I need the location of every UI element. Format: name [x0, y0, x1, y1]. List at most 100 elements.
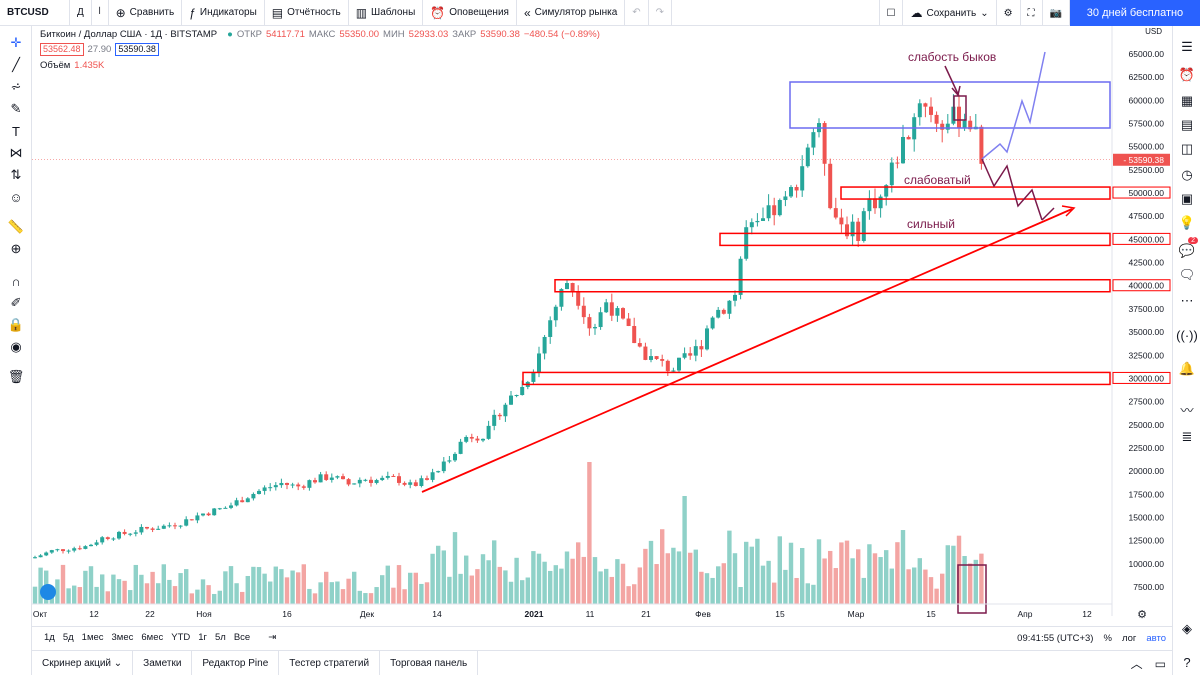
range-0[interactable]: 1д [44, 632, 55, 643]
pattern-icon[interactable]: ⋈ [9, 145, 23, 160]
panel-tab-3[interactable]: Тестер стратегий [279, 650, 381, 675]
candle-body [811, 132, 816, 148]
candle-body [341, 476, 345, 480]
alerts-badge: 2 [1188, 237, 1198, 244]
eye-icon[interactable]: ◉ [10, 339, 22, 354]
panel-tab-2[interactable]: Редактор Pine [192, 650, 280, 675]
bell-icon[interactable]: 🔔 [1178, 361, 1196, 376]
fullscreen-icon: ⛶ [1027, 7, 1035, 19]
templates-button[interactable]: ▥ Шаблоны [349, 0, 424, 26]
alarm-icon[interactable]: ⏰ [1178, 67, 1196, 82]
trend-line-icon[interactable]: ╱ [12, 57, 20, 72]
panel-tab-0[interactable]: Скринер акций ⌄ [32, 650, 134, 675]
range-8[interactable]: Все [233, 632, 251, 643]
range-6[interactable]: 1г [198, 632, 207, 643]
panel-tab-4[interactable]: Торговая панель [380, 650, 479, 675]
camera-icon: 📷 [1049, 7, 1062, 19]
range-1[interactable]: 5д [62, 632, 74, 643]
undo-button[interactable]: ↶ [625, 0, 649, 26]
brush-icon[interactable]: ✎ [10, 101, 22, 116]
prediction-icon[interactable]: ⇅ [10, 167, 22, 182]
volume-highlight-box [957, 564, 987, 614]
interval-button[interactable]: Д [70, 0, 92, 26]
percent-toggle[interactable]: % [1103, 632, 1112, 644]
text-icon[interactable]: T [12, 123, 20, 139]
volume-bar [912, 567, 917, 604]
trial-button[interactable]: 30 дней бесплатно [1070, 0, 1200, 26]
symbol-title[interactable]: Биткоин / Доллар США · 1Д · BITSTAMP [40, 29, 218, 40]
crosshair-icon[interactable]: ✛ [10, 35, 22, 50]
volume-bar [525, 577, 530, 604]
range-4[interactable]: 6мес [141, 632, 164, 643]
data-window-icon[interactable]: ▦ [1180, 93, 1194, 108]
candle-body [380, 477, 385, 481]
clock-icon[interactable]: ◷ [1181, 167, 1193, 182]
clock-time[interactable]: 09:41:55 (UTC+3) [1017, 632, 1094, 644]
fib-icon[interactable]: ⩫ [10, 79, 22, 94]
candle-body [77, 548, 82, 550]
trash-icon[interactable]: 🗑 [7, 369, 25, 384]
layout-button[interactable]: ☐ [878, 0, 904, 26]
save-button[interactable]: ☁ Сохранить ⌄ [903, 0, 997, 26]
volume-bar [615, 559, 620, 604]
help-icon[interactable]: ? [1183, 654, 1191, 670]
volume-bar [419, 583, 424, 604]
auto-toggle[interactable]: авто [1146, 632, 1166, 644]
volume-bar [94, 586, 99, 604]
snapshot-button[interactable]: 📷 [1043, 0, 1070, 26]
candle-body [307, 480, 312, 488]
pulse-icon[interactable]: 〰 [1180, 402, 1194, 418]
compare-button[interactable]: ⊕ Сравнить [109, 0, 183, 26]
settings-button[interactable]: ⚙ [997, 0, 1021, 26]
candle-body [173, 525, 177, 527]
price-tick-label: 20000.00 [1129, 466, 1165, 476]
watchlist-icon[interactable]: ☰ [1181, 39, 1193, 54]
lock-icon[interactable]: 🔒 [7, 317, 25, 332]
volume-bar [833, 568, 838, 604]
alerts-button[interactable]: ⏰ Оповещения [423, 0, 517, 26]
messages-icon[interactable]: 🗨 [1178, 267, 1196, 282]
volume-bar [839, 542, 844, 604]
ask-price[interactable]: 53590.38 [115, 43, 159, 56]
redo-button[interactable]: ↷ [649, 0, 673, 26]
layers-icon[interactable]: ≣ [1181, 429, 1193, 444]
price-chart[interactable]: слабость быков слабоватый сильный 7500.00 1… [32, 26, 1172, 626]
financials-button[interactable]: ▤ Отчётность [265, 0, 349, 26]
symbol-search[interactable]: BTCUSD [0, 0, 70, 26]
fullscreen-button[interactable]: ⛶ [1021, 0, 1043, 26]
date-range-icon[interactable]: ⇥ [268, 632, 277, 643]
volume-bar [850, 558, 855, 604]
magnet-icon[interactable]: ∩ [11, 273, 21, 289]
grid-icon[interactable]: ▣ [1180, 191, 1194, 206]
chat-icon[interactable]: 💬 2 [1173, 237, 1200, 262]
ideas-icon[interactable]: 💡 [1178, 215, 1196, 230]
panel-tab-1[interactable]: Заметки [133, 650, 193, 675]
candle-body [576, 292, 581, 306]
minimize-panel-icon[interactable]: ▭ [1154, 656, 1166, 671]
level-label-box [1112, 279, 1171, 292]
bearish-projection-tail [1041, 207, 1055, 221]
hotlists-icon[interactable]: ⋯ [1180, 293, 1194, 308]
range-7[interactable]: 5л [214, 632, 226, 643]
maximize-panel-icon[interactable]: ︿ [1130, 657, 1143, 671]
range-2[interactable]: 1мес [81, 632, 104, 643]
candle-body [861, 211, 866, 241]
replay-button[interactable]: «Симулятор рынка [517, 0, 626, 26]
calendar-icon[interactable]: ◫ [1180, 141, 1194, 156]
price-tick-label: 25000.00 [1129, 420, 1165, 430]
chart-type-button[interactable]: 𝍩 [92, 0, 109, 26]
broadcast-icon[interactable]: ((·)) [1176, 327, 1198, 343]
news-icon[interactable]: ▤ [1180, 117, 1194, 132]
chat-support-icon[interactable]: ◈ [1182, 621, 1192, 636]
indicators-button[interactable]: ƒ Индикаторы [182, 0, 265, 26]
zoom-in-icon[interactable]: ⊕ [10, 241, 22, 256]
candle-body [794, 187, 799, 191]
price-tick-label: 12500.00 [1129, 536, 1165, 546]
lock-drawing-icon[interactable]: ✐ [10, 295, 22, 310]
bid-price[interactable]: 53562.48 [40, 43, 84, 56]
emoji-icon[interactable]: ☺ [9, 189, 23, 205]
range-3[interactable]: 3мес [111, 632, 134, 643]
log-toggle[interactable]: лог [1121, 632, 1137, 644]
range-5[interactable]: YTD [171, 632, 191, 643]
ruler-icon[interactable]: 📏 [7, 219, 25, 234]
